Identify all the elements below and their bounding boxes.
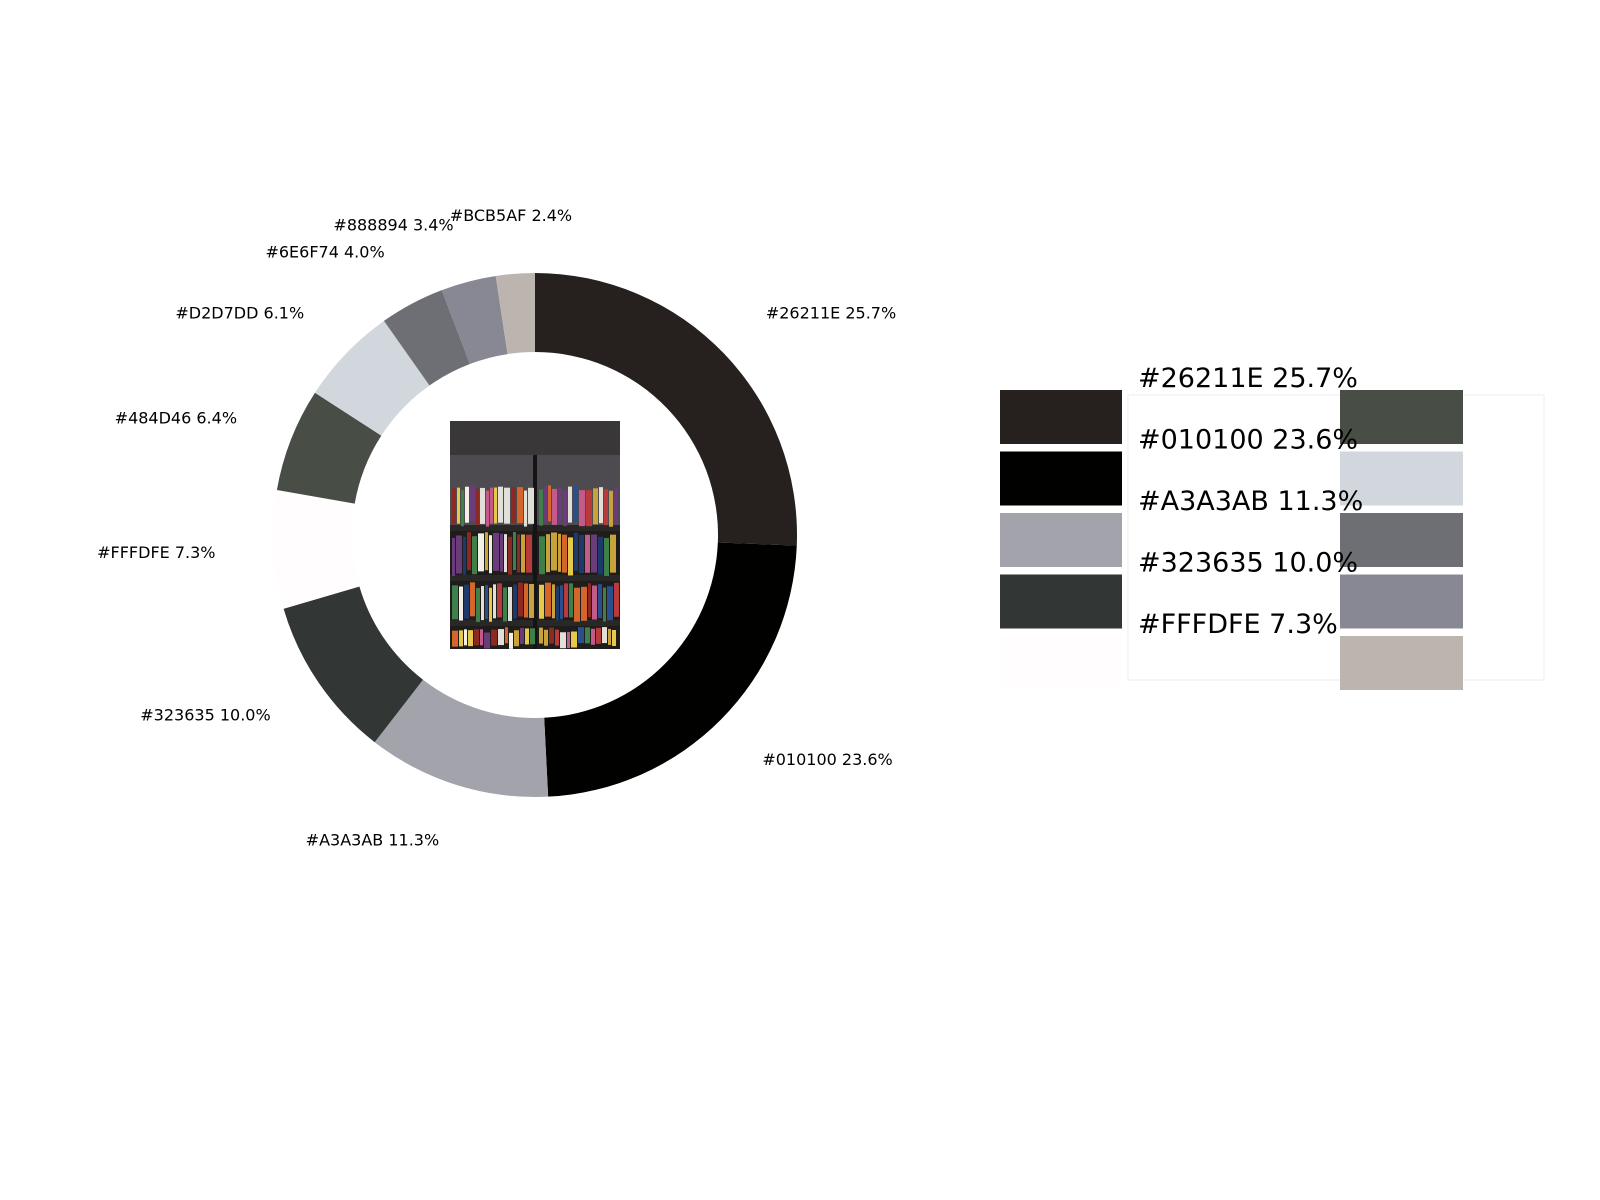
slice-label-fffdfe: #FFFDFE 7.3% [97, 543, 215, 562]
legend-swatch-26211e [1000, 390, 1122, 444]
legend-swatch-888894 [1340, 574, 1463, 629]
slice-label-a3a3ab: #A3A3AB 11.3% [306, 830, 440, 849]
legend-swatch-484d46 [1340, 390, 1463, 444]
legend-frame [1127, 394, 1545, 681]
legend-label-4: #323635 10.0% [1138, 548, 1358, 579]
donut-slice-010100 [544, 542, 797, 797]
slice-label-d2d7dd: #D2D7DD 6.1% [175, 303, 304, 322]
legend-swatch-323635 [1000, 574, 1122, 629]
bookshelf-photo [450, 421, 620, 649]
donut-slice-bcb5af [495, 273, 535, 355]
donut-slice-a3a3ab [374, 679, 549, 797]
slice-label-6e6f74: #6E6F74 4.0% [265, 243, 384, 262]
legend-swatch-010100 [1000, 451, 1122, 506]
donut-slice-fffdfe [272, 490, 360, 609]
legend-swatch-a3a3ab [1000, 513, 1122, 567]
donut-slice-6e6f74 [383, 290, 470, 386]
slice-label-bcb5af: #BCB5AF 2.4% [450, 206, 572, 225]
legend-label-3: #A3A3AB 11.3% [1138, 486, 1363, 517]
donut-slice-484d46 [276, 392, 382, 504]
slice-label-010100: #010100 23.6% [762, 750, 892, 769]
donut-slices [272, 273, 797, 797]
donut-slice-888894 [441, 275, 508, 364]
legend: #26211E 25.7% #010100 23.6% #A3A3AB 11.3% #… [1000, 363, 1545, 690]
legend-swatch-fffdfe [1000, 636, 1122, 690]
legend-label-2: #010100 23.6% [1138, 425, 1358, 456]
legend-swatch-6e6f74 [1340, 513, 1463, 567]
slice-label-484d46: #484D46 6.4% [115, 408, 237, 427]
legend-label-1: #26211E 25.7% [1138, 363, 1358, 394]
legend-swatch-d2d7dd [1340, 451, 1463, 506]
legend-label-5: #FFFDFE 7.3% [1138, 609, 1338, 640]
donut-slice-26211e [535, 273, 797, 546]
slice-label-888894: #888894 3.4% [333, 216, 453, 235]
slice-label-26211e: #26211E 25.7% [766, 303, 896, 322]
legend-swatch-bcb5af [1340, 636, 1463, 690]
donut-slice-323635 [283, 586, 424, 743]
slice-label-323635: #323635 10.0% [140, 705, 270, 724]
donut-slice-d2d7dd [314, 320, 430, 436]
donut-slice-labels: #26211E 25.7% #010100 23.6% #A3A3AB 11.3% #… [97, 206, 896, 849]
